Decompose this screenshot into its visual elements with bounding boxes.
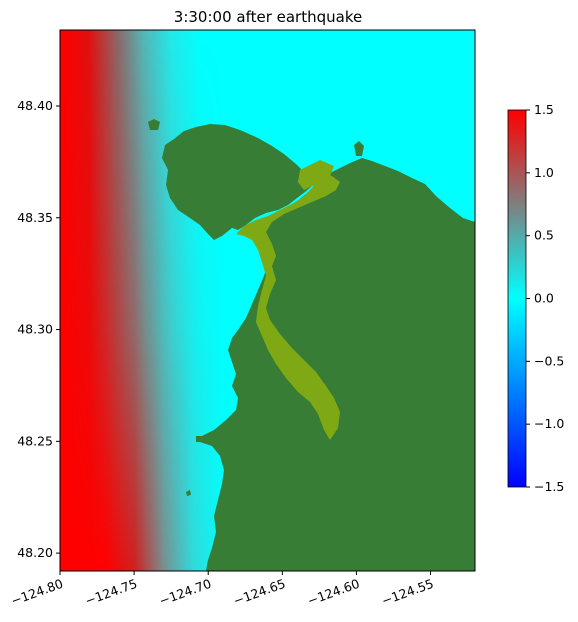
x-tick-label: −124.80	[9, 576, 65, 609]
colorbar-tick-label: −1.5	[534, 479, 564, 494]
x-axis: −124.80 −124.75 −124.70 −124.65 −124.60 −124.…	[9, 571, 436, 608]
x-tick-label: −124.55	[379, 576, 435, 609]
island-east	[354, 141, 364, 156]
colorbar-tick-label: 1.5	[534, 102, 554, 117]
map-plot-area	[60, 30, 475, 571]
y-tick-label: 48.30	[17, 322, 53, 337]
inundation-strip-north	[298, 160, 334, 190]
map-title: 3:30:00 after earthquake	[174, 8, 362, 26]
y-tick-label: 48.20	[17, 545, 53, 560]
land-mass	[162, 124, 475, 571]
x-tick-label: −124.60	[305, 576, 361, 609]
island-north	[148, 119, 160, 130]
colorbar-tick-label: 1.0	[534, 165, 554, 180]
map-frame	[59, 29, 476, 572]
colorbar-tick-label: −0.5	[534, 353, 564, 368]
colorbar-tick-label: 0.0	[534, 291, 554, 306]
colorbar: 1.5 1.0 0.5 0.0 −0.5 −1.0 −1.5	[507, 102, 564, 494]
inundation-zone	[236, 172, 340, 440]
x-tick-label: −124.70	[157, 576, 213, 609]
colorbar-tick-label: −1.0	[534, 416, 564, 431]
colorbar-tick-label: 0.5	[534, 228, 554, 243]
y-tick-label: 48.40	[17, 98, 53, 113]
colorbar-ticks: 1.5 1.0 0.5 0.0 −0.5 −1.0 −1.5	[526, 102, 564, 494]
x-tick-label: −124.65	[231, 576, 287, 609]
x-tick-label: −124.75	[83, 576, 139, 609]
y-tick-label: 48.25	[17, 433, 53, 448]
rock-outcrop-2	[196, 436, 204, 442]
rock-outcrop	[186, 490, 191, 496]
y-tick-label: 48.35	[17, 210, 53, 225]
colorbar-gradient	[507, 109, 527, 488]
y-axis: 48.40 48.35 48.30 48.25 48.20	[17, 98, 60, 560]
